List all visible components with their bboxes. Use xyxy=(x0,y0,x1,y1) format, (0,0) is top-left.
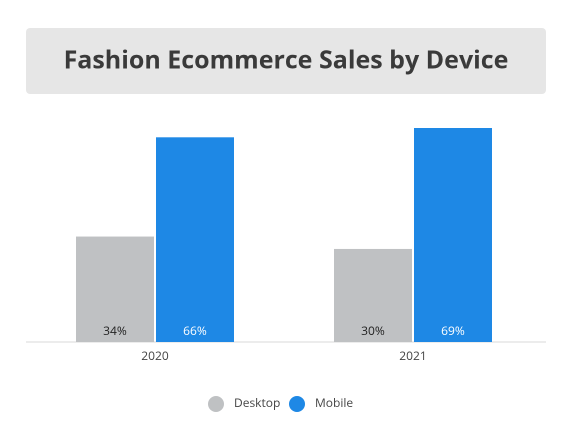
legend-marker xyxy=(289,396,305,412)
value-label: 69% xyxy=(441,322,465,339)
chart-title: Fashion Ecommerce Sales by Device xyxy=(64,43,509,77)
x-tick-label: 2020 xyxy=(141,347,169,364)
value-label: 30% xyxy=(361,322,385,339)
legend-marker xyxy=(208,396,224,412)
legend-label: Desktop xyxy=(234,394,280,411)
x-tick-label: 2021 xyxy=(399,347,426,364)
bar xyxy=(76,236,154,342)
bar xyxy=(334,248,412,342)
value-label: 34% xyxy=(103,322,127,339)
value-label: 66% xyxy=(183,322,207,339)
legend-label: Mobile xyxy=(315,394,353,411)
bar xyxy=(156,137,234,342)
title-box xyxy=(26,28,546,94)
bar xyxy=(414,128,492,342)
